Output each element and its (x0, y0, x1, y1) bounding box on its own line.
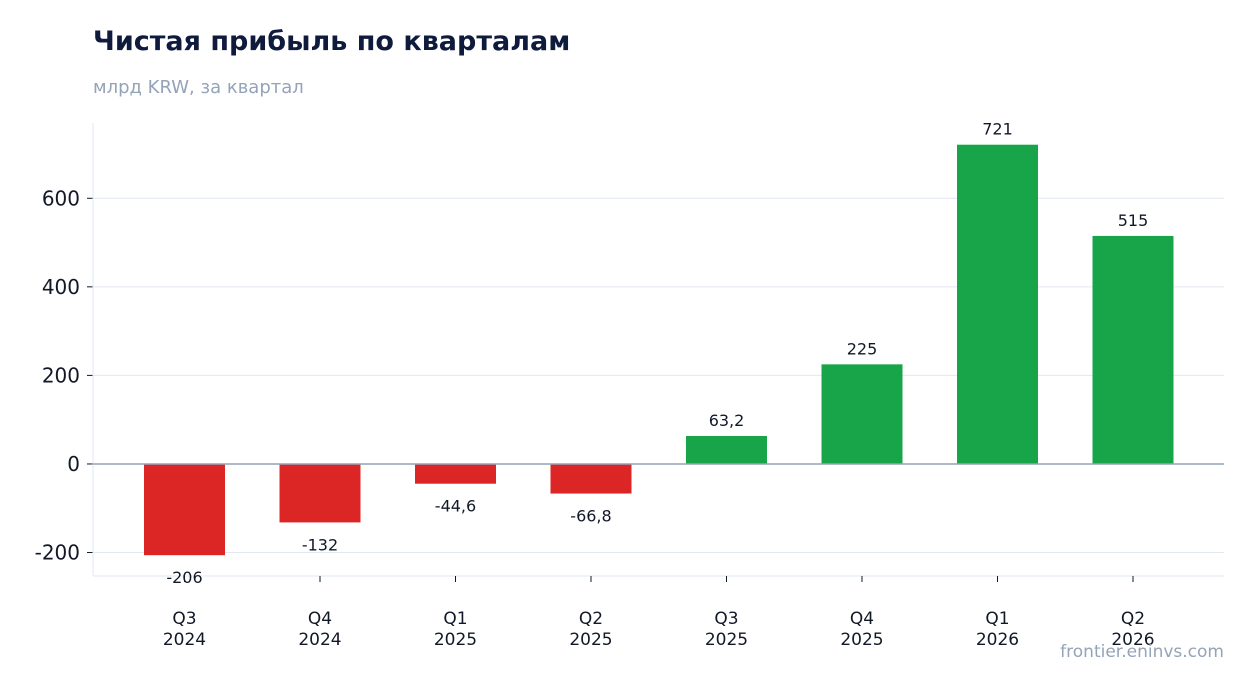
x-tick-label: Q4 (308, 609, 332, 629)
x-tick-label: Q1 (443, 609, 467, 629)
data-label: -44,6 (435, 497, 476, 516)
y-tick-label: 200 (42, 363, 80, 387)
data-label: -206 (166, 568, 202, 587)
y-tick-label: 600 (42, 186, 80, 210)
x-tick-label: 2024 (163, 630, 206, 650)
x-tick-label: 2024 (298, 630, 341, 650)
chart-subtitle: млрд KRW, за квартал (93, 77, 304, 98)
chart-title: Чистая прибыль по кварталам (93, 26, 571, 57)
data-label: 515 (1118, 211, 1149, 230)
bar (821, 364, 903, 464)
data-label: 721 (982, 120, 1013, 139)
bar (686, 435, 767, 464)
x-tick-label: Q3 (172, 609, 196, 629)
watermark: frontier.eninvs.com (1060, 642, 1224, 662)
x-tick-label: 2026 (1111, 630, 1154, 650)
data-label: -132 (302, 535, 338, 554)
x-tick-label: Q2 (579, 609, 603, 629)
bar (957, 144, 1038, 464)
bar (550, 463, 632, 494)
data-label: 63,2 (709, 411, 745, 430)
x-tick-label: 2025 (434, 630, 477, 650)
bar (1092, 235, 1174, 464)
x-tick-label: 2025 (569, 630, 612, 650)
y-tick-label: -200 (35, 541, 80, 565)
x-tick-label: Q3 (714, 609, 738, 629)
data-label: -66,8 (570, 507, 611, 526)
x-tick-label: 2026 (976, 630, 1019, 650)
x-tick-label: 2025 (840, 630, 883, 650)
y-tick-label: 400 (42, 275, 80, 299)
x-tick-label: Q4 (850, 609, 874, 629)
bar (144, 463, 225, 556)
bar (279, 463, 361, 523)
x-tick-label: 2025 (705, 630, 748, 650)
y-tick-label: 0 (67, 452, 80, 476)
x-tick-label: Q1 (985, 609, 1009, 629)
bar (415, 463, 496, 484)
data-label: 225 (847, 339, 878, 358)
x-tick-label: Q2 (1121, 609, 1145, 629)
